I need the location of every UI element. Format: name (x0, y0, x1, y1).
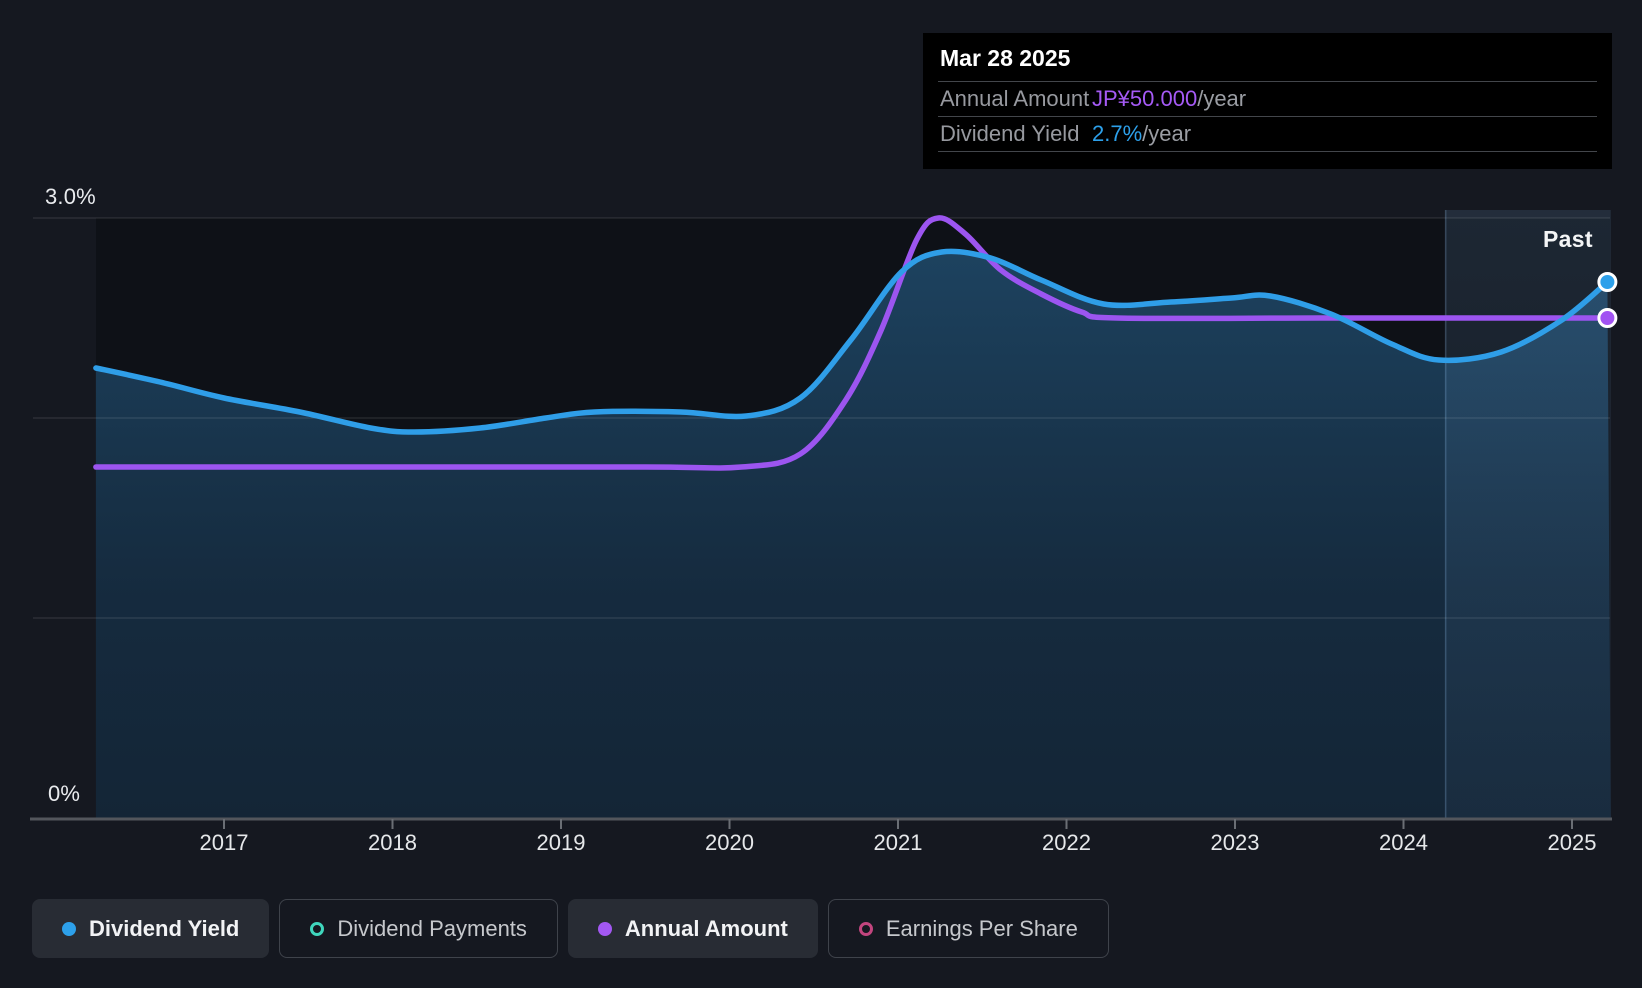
legend-label-dividend-yield: Dividend Yield (89, 915, 240, 941)
legend-item-earnings-per-share[interactable]: Earnings Per Share (827, 899, 1109, 958)
x-tick-label-2020: 2020 (705, 830, 754, 855)
chart-legend: Dividend Yield Dividend Payments Annual … (32, 899, 1109, 958)
legend-label-earnings-per-share: Earnings Per Share (885, 915, 1078, 941)
tooltip-suffix-annual-amount: /year (1197, 86, 1247, 111)
tooltip-row-dividend-yield: Dividend Yield 2.7% /year (938, 117, 1597, 152)
y-axis-bottom-label: 0% (48, 781, 81, 806)
past-region-label: Past (1543, 226, 1593, 252)
tooltip-value-annual-amount: JP¥50.000 (1092, 86, 1198, 111)
tooltip-value-dividend-yield: 2.7% (1092, 121, 1143, 146)
tooltip-date: Mar 28 2025 (938, 33, 1597, 82)
annual-amount-end-marker (1597, 308, 1618, 328)
gridlines (33, 217, 1610, 619)
x-tick-label-2023: 2023 (1210, 830, 1260, 855)
x-tick-label-2024: 2024 (1379, 830, 1428, 855)
tooltip-suffix-dividend-yield: /year (1142, 121, 1192, 146)
y-axis-top-label: 3.0% (45, 184, 96, 209)
tooltip-row-annual-amount: Annual Amount JP¥50.000 /year (938, 82, 1597, 117)
x-tick-label-2018: 2018 (368, 830, 417, 855)
x-tick-label-2021: 2021 (873, 830, 923, 855)
tooltip-label-dividend-yield: Dividend Yield (940, 121, 1080, 146)
dividend-payments-ring-icon (310, 921, 325, 936)
dividend-yield-line (93, 248, 1611, 435)
legend-item-annual-amount[interactable]: Annual Amount (567, 899, 818, 958)
annual-amount-dot-icon (597, 921, 612, 936)
x-tick-label-2017: 2017 (199, 830, 249, 855)
dividend-yield-area (95, 251, 1611, 819)
tooltip-label-annual-amount: Annual Amount (940, 86, 1090, 111)
x-tick-label-2022: 2022 (1042, 830, 1091, 855)
annual-amount-line (93, 215, 1611, 471)
legend-label-annual-amount: Annual Amount (624, 915, 788, 941)
x-tick-label-2025: 2025 (1547, 830, 1597, 855)
past-region-band (1445, 210, 1611, 818)
legend-item-dividend-payments[interactable]: Dividend Payments (279, 899, 558, 958)
legend-item-dividend-yield[interactable]: Dividend Yield (32, 899, 270, 958)
chart-tooltip: Mar 28 2025 Annual Amount JP¥50.000 /yea… (923, 33, 1612, 169)
dividend-yield-dot-icon (62, 921, 76, 936)
dividend-yield-end-marker (1597, 272, 1618, 292)
x-tick-label-2019: 2019 (536, 830, 586, 855)
earnings-per-share-ring-icon (858, 921, 873, 936)
x-axis-ticks (223, 819, 1573, 829)
legend-label-dividend-payments: Dividend Payments (337, 915, 527, 941)
